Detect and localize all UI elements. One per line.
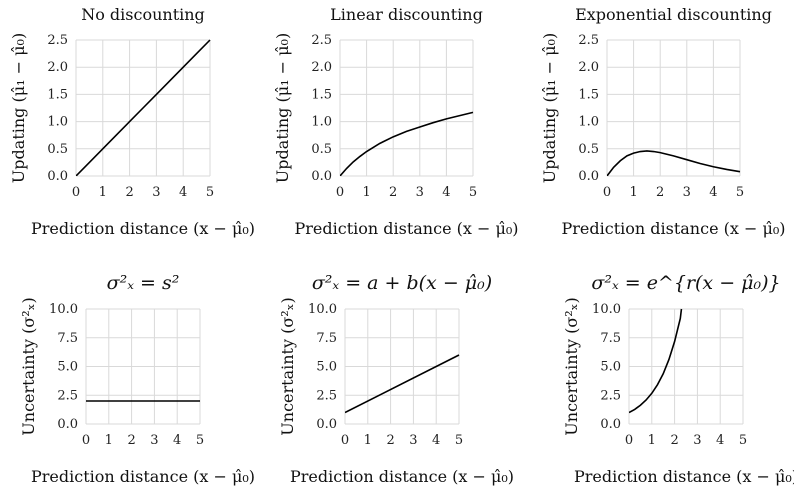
x-tick-label: 5 xyxy=(206,185,214,200)
x-tick-label: 1 xyxy=(364,433,372,448)
subplot-4: 0 1 2 3 4 5 0.0 2.5 5.0 7.5 10.0 σ²ₓ = s² Prediction… xyxy=(19,272,255,486)
y-tick-label: 0.5 xyxy=(47,142,68,157)
x-tick-label: 3 xyxy=(409,433,417,448)
x-tick-label: 4 xyxy=(173,433,181,448)
series-line xyxy=(629,308,683,414)
x-tick-label: 1 xyxy=(629,185,637,200)
x-tick-label: 3 xyxy=(693,433,701,448)
subplot-title: σ²ₓ = a + b(x − μ̂₀) xyxy=(312,272,492,294)
y-tick-label: 0.0 xyxy=(57,417,78,432)
x-tick-label: 4 xyxy=(716,433,724,448)
x-tick-label: 1 xyxy=(105,433,113,448)
y-tick-label: 2.5 xyxy=(311,33,332,48)
y-tick-label: 0.0 xyxy=(316,417,337,432)
x-tick-label: 4 xyxy=(442,185,450,200)
x-tick-label: 0 xyxy=(603,185,611,200)
x-tick-label: 4 xyxy=(179,185,187,200)
y-tick-label: 10.0 xyxy=(592,302,621,317)
y-tick-label: 1.0 xyxy=(311,115,332,130)
y-tick-label: 0.0 xyxy=(47,169,68,184)
subplot-6: 0 1 2 3 4 5 0.0 2.5 5.0 7.5 10.0 σ²ₓ = e^{r(x − μ̂₀… xyxy=(562,272,794,486)
y-tick-label: 0.0 xyxy=(600,417,621,432)
y-tick-label: 1.5 xyxy=(311,87,332,102)
x-tick-label: 3 xyxy=(683,185,691,200)
x-tick-label: 4 xyxy=(709,185,717,200)
x-tick-label: 2 xyxy=(125,185,133,200)
x-tick-label: 2 xyxy=(127,433,135,448)
series-line xyxy=(345,354,460,414)
x-tick-label: 1 xyxy=(648,433,656,448)
y-axis-label: Updating (μ̂₁ − μ̂₀) xyxy=(540,33,559,183)
x-axis-label: Prediction distance (x − μ̂₀) xyxy=(31,467,255,486)
y-tick-label: 2.5 xyxy=(600,388,621,403)
y-tick-label: 2.5 xyxy=(57,388,78,403)
subplot-5: 0 1 2 3 4 5 0.0 2.5 5.0 7.5 10.0 σ²ₓ = a + b(x − μ̂… xyxy=(278,272,514,486)
x-tick-label: 0 xyxy=(82,433,90,448)
x-axis-label: Prediction distance (x − μ̂₀) xyxy=(574,467,794,486)
x-tick-label: 3 xyxy=(152,185,160,200)
subplot-title: No discounting xyxy=(81,5,205,24)
x-axis-label: Prediction distance (x − μ̂₀) xyxy=(561,219,785,238)
series-line xyxy=(340,111,474,176)
subplot-title: Linear discounting xyxy=(330,5,483,24)
y-tick-label: 1.5 xyxy=(578,87,599,102)
x-tick-label: 2 xyxy=(386,433,394,448)
x-tick-label: 0 xyxy=(336,185,344,200)
y-axis-label: Updating (μ̂₁ − μ̂₀) xyxy=(273,33,292,183)
x-tick-label: 5 xyxy=(739,433,747,448)
y-tick-label: 2.0 xyxy=(578,60,599,75)
series-line xyxy=(76,39,211,176)
y-axis-label: Uncertainty (σ²ₓ) xyxy=(19,297,38,435)
y-tick-label: 2.5 xyxy=(47,33,68,48)
y-tick-label: 1.5 xyxy=(47,87,68,102)
y-tick-label: 2.0 xyxy=(311,60,332,75)
y-tick-label: 7.5 xyxy=(600,331,621,346)
y-tick-label: 10.0 xyxy=(49,302,78,317)
x-tick-label: 0 xyxy=(625,433,633,448)
x-axis-label: Prediction distance (x − μ̂₀) xyxy=(31,219,255,238)
x-tick-label: 5 xyxy=(469,185,477,200)
subplot-title: σ²ₓ = e^{r(x − μ̂₀)} xyxy=(591,272,780,294)
subplot-title: Exponential discounting xyxy=(575,5,772,24)
subplot-1: 0 1 2 3 4 5 0.0 0.5 1.0 1.5 2.0 2.5 No discounting Pr… xyxy=(9,5,255,238)
x-tick-label: 2 xyxy=(670,433,678,448)
x-tick-label: 3 xyxy=(150,433,158,448)
y-axis-label: Uncertainty (σ²ₓ) xyxy=(562,297,581,435)
x-tick-label: 0 xyxy=(72,185,80,200)
x-tick-label: 2 xyxy=(656,185,664,200)
y-tick-label: 10.0 xyxy=(308,302,337,317)
x-tick-label: 5 xyxy=(196,433,204,448)
y-tick-label: 5.0 xyxy=(57,360,78,375)
x-tick-label: 3 xyxy=(416,185,424,200)
y-tick-label: 5.0 xyxy=(316,360,337,375)
x-tick-label: 2 xyxy=(389,185,397,200)
y-tick-label: 5.0 xyxy=(600,360,621,375)
y-tick-label: 0.5 xyxy=(578,142,599,157)
x-axis-label: Prediction distance (x − μ̂₀) xyxy=(294,219,518,238)
x-tick-label: 5 xyxy=(736,185,744,200)
y-tick-label: 0.5 xyxy=(311,142,332,157)
y-tick-label: 2.0 xyxy=(47,60,68,75)
y-tick-label: 1.0 xyxy=(47,115,68,130)
subplot-title: σ²ₓ = s² xyxy=(107,272,180,294)
subplot-2: 0 1 2 3 4 5 0.0 0.5 1.0 1.5 2.0 2.5 Linear discounti… xyxy=(273,5,519,238)
y-axis-label: Updating (μ̂₁ − μ̂₀) xyxy=(9,33,28,183)
x-axis-label: Prediction distance (x − μ̂₀) xyxy=(290,467,514,486)
x-tick-label: 1 xyxy=(99,185,107,200)
series-line xyxy=(607,150,741,176)
y-tick-label: 2.5 xyxy=(578,33,599,48)
y-tick-label: 7.5 xyxy=(57,331,78,346)
x-tick-label: 5 xyxy=(455,433,463,448)
subplot-3: 0 1 2 3 4 5 0.0 0.5 1.0 1.5 2.0 2.5 Exponential disc… xyxy=(540,5,786,238)
x-tick-label: 4 xyxy=(432,433,440,448)
x-tick-label: 1 xyxy=(362,185,370,200)
x-tick-label: 0 xyxy=(341,433,349,448)
y-axis-label: Uncertainty (σ²ₓ) xyxy=(278,297,297,435)
y-tick-label: 7.5 xyxy=(316,331,337,346)
y-tick-label: 1.0 xyxy=(578,115,599,130)
y-tick-label: 0.0 xyxy=(578,169,599,184)
y-tick-label: 0.0 xyxy=(311,169,332,184)
y-tick-label: 2.5 xyxy=(316,388,337,403)
